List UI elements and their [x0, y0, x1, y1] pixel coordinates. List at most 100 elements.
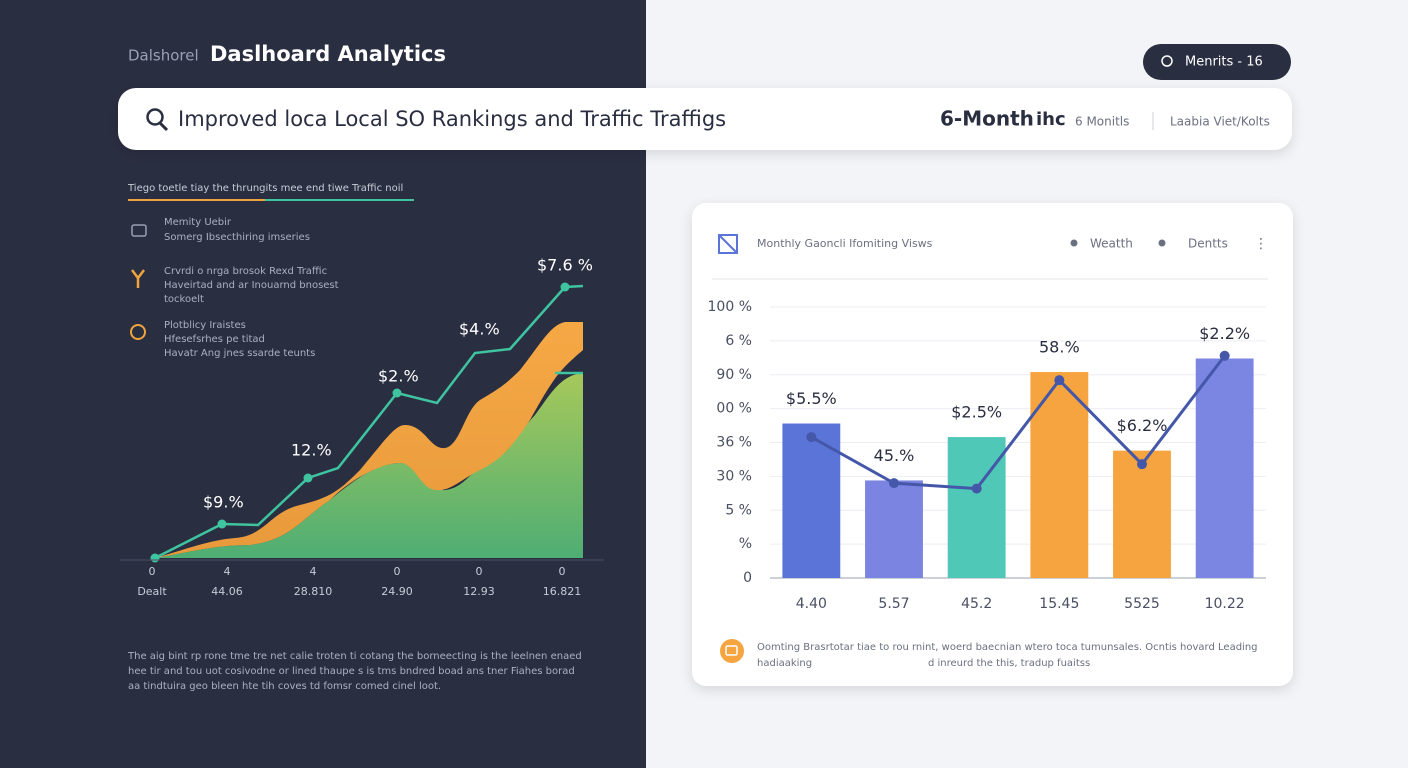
bar — [865, 480, 923, 578]
x-tick-label: 4.40 — [796, 596, 827, 612]
x-tick-label: 4 — [224, 565, 231, 578]
line-point — [971, 483, 982, 494]
card-icon — [718, 234, 738, 254]
item-text: Havatr Ang jnes ssarde teunts — [164, 348, 315, 359]
x-tick-label: 0 — [476, 565, 483, 578]
left-annotations: $9.% 12.% $2.% $4.% $7.6 % — [203, 256, 593, 512]
left-x-labels: 0 4 4 0 0 0 Dealt 44.06 28.810 24.90 12.93 16.821 — [137, 565, 581, 598]
x-tick-label: 5.57 — [878, 596, 909, 612]
bar-chart: 0% 5 % 30 % 36 % 00 % 90 % 6 % 100 % 4.40 $5.5% 5.… — [708, 299, 1266, 612]
footer-line: aa tindtuira geo bleen hte tih coves td … — [128, 681, 441, 692]
left-point — [392, 388, 402, 398]
line-point — [1137, 459, 1147, 470]
footer-line: hee tir and tou uot cosivodne or lined t… — [128, 666, 575, 677]
item-icon — [130, 324, 146, 340]
left-area-green — [155, 373, 583, 558]
search-sub: 6 Monitls — [1075, 115, 1129, 129]
search-query: Improved loca Local SO Rankings and Traf… — [178, 107, 726, 131]
x-tick-label: 0 — [394, 565, 401, 578]
annotation: 45.% — [874, 446, 915, 465]
left-footer: The aig bint rp rone tme tre net calie t… — [127, 651, 582, 692]
x-tick-label: 45.2 — [961, 596, 992, 612]
line — [810, 354, 1226, 491]
y-tick-label: 30 % — [716, 468, 752, 484]
x-tick-label: 16.821 — [543, 585, 582, 598]
x-tick-label: 0 — [149, 565, 156, 578]
note-text: hadiaaking — [757, 658, 812, 669]
x-tick-label: Dealt — [137, 585, 167, 598]
y-tick-label: 100 % — [708, 299, 752, 315]
pill-text: Menrits - 16 — [1185, 55, 1263, 70]
search-bar[interactable] — [118, 88, 1292, 150]
pill-icon — [1161, 55, 1173, 67]
x-tick-label: 24.90 — [381, 585, 413, 598]
y-tick-label: 6 % — [725, 333, 752, 349]
item-text: Haveirtad and ar Inouarnd bnosest — [164, 280, 339, 291]
annotation: $9.% — [203, 493, 244, 512]
y-tick-label: 5 % — [725, 502, 752, 518]
card-icon — [718, 234, 738, 254]
more-menu[interactable]: ⋮ — [1254, 236, 1268, 252]
legend-icon — [1158, 239, 1166, 247]
period-pill[interactable] — [1143, 44, 1291, 80]
note-text: Oomting Brasrtotar tiae to rou rnint, wo… — [757, 642, 1258, 653]
annotation: $2.2% — [1199, 324, 1250, 343]
note-text: d inreurd the this, tradup fuaitss — [928, 658, 1090, 669]
annotation: $7.6 % — [537, 256, 593, 275]
search-right: Laabia Viet/Kolts — [1170, 115, 1270, 129]
line-point — [1054, 375, 1065, 386]
bar — [947, 437, 1006, 578]
bar — [1030, 372, 1089, 578]
line-point — [1219, 350, 1230, 361]
header-title: Daslhoard Analytics — [210, 42, 446, 66]
annotation: $6.2% — [1117, 416, 1168, 435]
item-icon — [131, 269, 145, 288]
y-tick-label: % — [739, 536, 752, 552]
item-icon — [131, 224, 147, 237]
y-tick-label: 36 % — [716, 435, 752, 451]
header-small: Dalshorel — [128, 47, 199, 65]
item-text: tockoelt — [164, 294, 204, 305]
x-tick-label: 4 — [310, 565, 317, 578]
search-icon-handle — [158, 121, 169, 132]
annotation: $2.% — [378, 367, 419, 386]
legend-entry[interactable]: Weatth — [1090, 237, 1133, 251]
bar — [1195, 358, 1254, 578]
annotation: 58.% — [1039, 338, 1080, 357]
annotation: $5.5% — [786, 389, 837, 408]
note-icon — [720, 639, 744, 663]
annotation: $2.5% — [951, 403, 1002, 422]
left-point — [217, 519, 227, 529]
x-tick-label: 15.45 — [1039, 596, 1079, 612]
legend-entry[interactable]: Dentts — [1188, 237, 1228, 251]
x-tick-label: 5525 — [1124, 596, 1160, 612]
x-tick-label: 44.06 — [211, 585, 243, 598]
x-tick-label: 12.93 — [463, 585, 495, 598]
line-point — [889, 478, 899, 489]
item-title: Memity Uebir — [164, 217, 232, 228]
x-tick-label: 0 — [559, 565, 566, 578]
left-point — [150, 553, 160, 563]
item-text: Somerg Ibsecthiring imseries — [164, 232, 310, 243]
search-icon — [146, 108, 164, 126]
annotation: 12.% — [291, 441, 332, 460]
chart-title: Monthly Gaoncli Ifomiting Visws — [757, 237, 933, 250]
annotation: $4.% — [459, 320, 500, 339]
y-tick-label: 0 — [743, 570, 752, 586]
bar — [1113, 450, 1171, 578]
y-tick-label: 90 % — [716, 367, 752, 383]
x-tick-label: 28.810 — [294, 585, 333, 598]
item-text: Hfesefsrhes pe titad — [164, 334, 265, 345]
left-caption: Tiego toetle tiay the thrungits mee end … — [127, 183, 403, 194]
left-area-orange — [155, 322, 583, 558]
footer-line: The aig bint rp rone tme tre net calie t… — [127, 651, 582, 662]
note-icon-glyph — [725, 645, 738, 656]
line-point — [806, 432, 817, 443]
search-period: 6-Month — [940, 107, 1034, 131]
x-tick-label: 10.22 — [1205, 596, 1245, 612]
item-title: Plotblicy Iraistes — [164, 320, 246, 331]
legend-icon — [1070, 239, 1078, 247]
item-title: Crvrdi o nrga brosok Rexd Traffic — [164, 266, 327, 277]
